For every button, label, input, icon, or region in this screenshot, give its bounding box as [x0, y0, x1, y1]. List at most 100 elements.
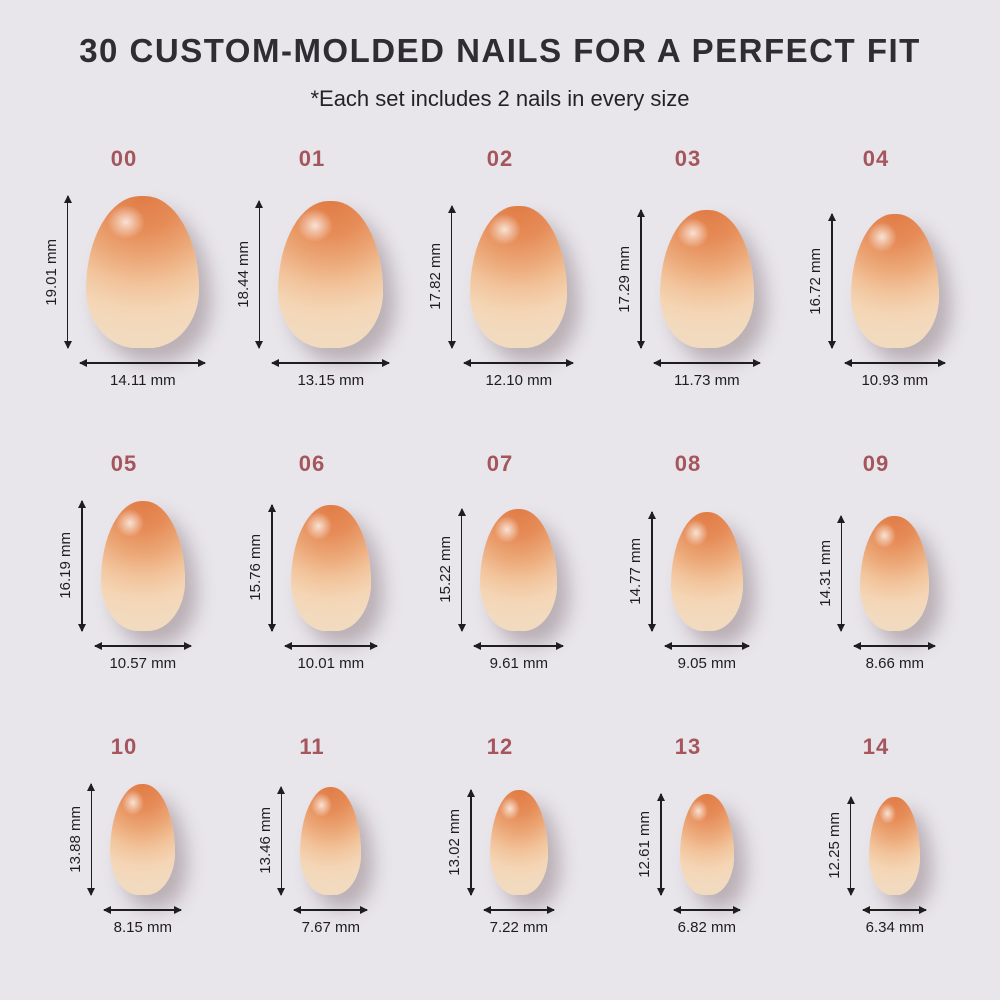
width-arrow-icon	[272, 362, 390, 365]
nail-column: 9.61 mm	[474, 508, 564, 674]
width-label: 14.11 mm	[110, 372, 176, 390]
nail-column: 7.22 mm	[483, 790, 554, 937]
size-number-label: 03	[674, 146, 702, 171]
nail-image	[470, 205, 568, 349]
size-number-label: 13	[674, 733, 702, 759]
vertical-measure: 14.31 mm	[817, 516, 843, 631]
width-arrow-icon	[474, 644, 564, 647]
nail-size-cell: 04 16.72 mm 10.93 mm	[782, 146, 970, 391]
vertical-measure: 14.77 mm	[627, 512, 653, 631]
width-arrow-icon	[653, 362, 760, 365]
height-arrow-icon	[450, 205, 453, 349]
nail-column: 8.66 mm	[854, 516, 936, 673]
height-label: 15.76 mm	[247, 534, 265, 601]
nail-size-cell: 13 12.61 mm 6.82 mm	[594, 734, 782, 938]
vertical-measure: 13.02 mm	[446, 790, 472, 895]
height-label: 13.88 mm	[66, 805, 84, 873]
width-arrow-icon	[104, 908, 182, 911]
nail-image	[670, 512, 743, 631]
nail-size-cell: 14 12.25 mm 6.34 mm	[782, 734, 970, 938]
width-arrow-icon	[854, 644, 936, 647]
vertical-measure: 13.46 mm	[257, 786, 283, 895]
nail-image	[659, 209, 754, 349]
height-arrow-icon	[470, 790, 472, 895]
nail-size-cell: 12 13.02 mm 7.22 mm	[406, 734, 594, 938]
width-arrow-icon	[673, 908, 741, 911]
nail-size-cell: 02 17.82 mm 12.10 mm	[406, 146, 594, 391]
header: 30 CUSTOM-MOLDED NAILS FOR A PERFECT FIT…	[0, 0, 1000, 112]
nail-size-cell: 08 14.77 mm 9.05 mm	[594, 451, 782, 674]
height-arrow-icon	[659, 793, 662, 895]
size-number-label: 06	[298, 451, 326, 477]
vertical-measure: 15.22 mm	[436, 508, 463, 631]
width-label: 8.66 mm	[865, 654, 924, 672]
nail-figure: 16.72 mm 10.93 mm	[807, 196, 945, 391]
nail-figure: 18.44 mm 13.15 mm	[235, 196, 390, 391]
height-label: 16.19 mm	[56, 532, 74, 600]
vertical-measure: 13.88 mm	[66, 783, 93, 895]
size-number-label: 05	[110, 451, 138, 477]
nail-size-cell: 11 13.46 mm 7.67 mm	[218, 734, 406, 938]
vertical-measure: 16.19 mm	[57, 501, 83, 631]
size-number-label: 12	[486, 733, 514, 759]
nail-image	[679, 793, 735, 895]
vertical-measure: 18.44 mm	[234, 200, 261, 349]
height-arrow-icon	[849, 796, 852, 895]
nail-row: 00 19.01 mm 14.11 mm 01 18.44 mm 13.15	[28, 146, 972, 391]
nail-size-cell: 06 15.76 mm 10.01 mm	[218, 451, 406, 674]
height-arrow-icon	[271, 504, 273, 631]
nail-image	[278, 200, 384, 349]
nail-column: 6.82 mm	[673, 793, 741, 938]
width-label: 12.10 mm	[485, 372, 553, 390]
height-label: 18.44 mm	[234, 240, 252, 308]
nail-image	[290, 504, 371, 631]
height-label: 14.77 mm	[627, 538, 644, 605]
height-label: 12.61 mm	[635, 810, 653, 878]
nail-figure: 15.22 mm 9.61 mm	[436, 501, 564, 674]
width-arrow-icon	[664, 644, 749, 647]
height-label: 13.02 mm	[446, 809, 464, 876]
width-label: 9.61 mm	[489, 654, 548, 672]
page-title: 30 CUSTOM-MOLDED NAILS FOR A PERFECT FIT	[79, 32, 921, 69]
size-number-label: 01	[298, 146, 326, 171]
size-number-label: 00	[110, 146, 138, 171]
nail-column: 10.93 mm	[845, 214, 945, 391]
width-arrow-icon	[94, 644, 192, 647]
height-label: 19.01 mm	[42, 238, 60, 306]
nail-size-cell: 10 13.88 mm 8.15 mm	[30, 734, 218, 938]
vertical-measure: 12.25 mm	[826, 796, 852, 895]
nail-image	[110, 783, 176, 895]
nail-grid: 00 19.01 mm 14.11 mm 01 18.44 mm 13.15	[0, 146, 1000, 938]
height-label: 16.72 mm	[807, 247, 825, 315]
vertical-measure: 19.01 mm	[42, 196, 69, 349]
nail-row: 05 16.19 mm 10.57 mm 06 15.76 mm 10.01	[28, 451, 972, 674]
nail-figure: 12.61 mm 6.82 mm	[635, 784, 741, 938]
nail-figure: 13.88 mm 8.15 mm	[66, 783, 182, 938]
nail-column: 12.10 mm	[464, 205, 574, 392]
size-number-label: 02	[486, 146, 514, 171]
size-number-label: 09	[862, 451, 890, 477]
width-label: 13.15 mm	[297, 372, 365, 390]
page-subtitle: *Each set includes 2 nails in every size	[310, 86, 690, 111]
height-label: 15.22 mm	[436, 536, 454, 604]
height-arrow-icon	[80, 501, 83, 631]
nail-figure: 17.29 mm 11.73 mm	[616, 196, 760, 391]
width-arrow-icon	[464, 362, 574, 365]
height-arrow-icon	[651, 512, 653, 631]
height-arrow-icon	[280, 786, 283, 895]
nail-size-cell: 05 16.19 mm 10.57 mm	[30, 451, 218, 674]
nail-size-cell: 09 14.31 mm 8.66 mm	[782, 451, 970, 674]
height-label: 17.29 mm	[616, 245, 634, 313]
width-arrow-icon	[863, 908, 927, 911]
height-arrow-icon	[831, 214, 834, 349]
width-arrow-icon	[483, 908, 554, 911]
width-label: 6.82 mm	[677, 918, 736, 936]
width-label: 9.05 mm	[677, 654, 736, 672]
width-label: 10.01 mm	[297, 654, 365, 672]
vertical-measure: 17.29 mm	[616, 209, 642, 349]
width-arrow-icon	[284, 644, 377, 647]
size-number-label: 14	[862, 733, 890, 759]
nail-size-cell: 07 15.22 mm 9.61 mm	[406, 451, 594, 674]
vertical-measure: 17.82 mm	[427, 205, 453, 349]
height-arrow-icon	[258, 200, 261, 349]
